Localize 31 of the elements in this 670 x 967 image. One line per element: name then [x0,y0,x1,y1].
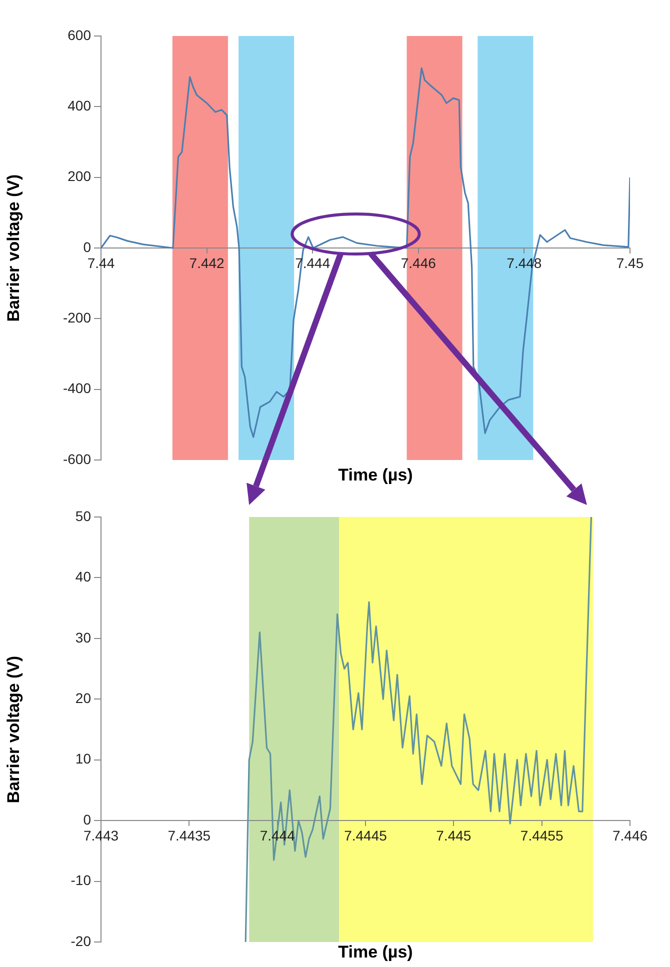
y-tick-label: -200 [62,310,92,326]
y-tick-label: 10 [75,750,92,767]
x-tick-label: 7.44 [87,254,115,271]
x-tick-label: 7.446 [400,254,436,271]
y-tick-label: 400 [68,98,92,114]
y-tick-label: -20 [70,932,92,949]
x-tick-label: 7.4435 [168,827,211,844]
y-tick-label: 20 [75,690,92,706]
x-tick-label: 7.45 [616,254,644,271]
y-axis-title: Barrier voltage (V) [4,656,23,804]
y-axis-title: Barrier voltage (V) [4,174,23,322]
y-tick-label: 30 [75,629,92,646]
x-tick-label: 7.4445 [344,827,388,844]
x-axis-title: Time (µs) [338,942,413,962]
y-tick-label: -10 [70,872,92,888]
y-tick-label: 200 [68,168,92,184]
x-tick-label: 7.444 [260,827,296,844]
y-tick-label: 0 [83,811,92,828]
x-tick-label: 7.443 [83,827,119,844]
y-tick-label: 40 [75,568,92,585]
y-tick-label: -600 [62,450,92,467]
x-axis-title: Time (µs) [338,466,413,485]
x-tick-label: 7.445 [436,827,472,844]
y-tick-label: 50 [75,508,92,524]
x-tick-label: 7.446 [612,827,648,844]
x-tick-label: 7.448 [506,254,542,271]
y-tick-label: 0 [83,238,92,255]
x-tick-label: 7.4455 [520,827,564,844]
y-tick-label: -400 [62,380,92,396]
x-tick-label: 7.442 [189,254,225,271]
y-tick-label: 600 [68,26,92,43]
